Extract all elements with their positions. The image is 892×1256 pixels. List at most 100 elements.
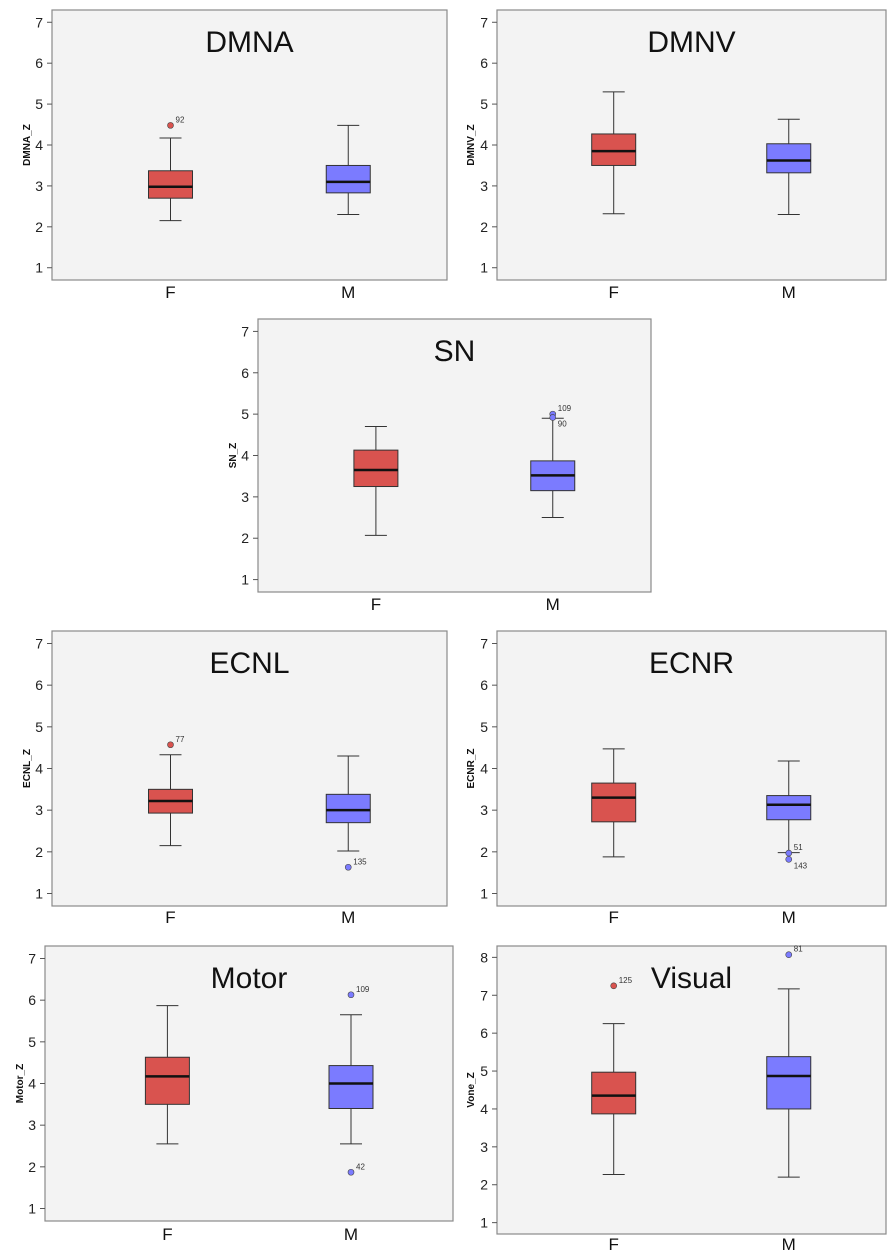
y-axis-label: ECNL_Z	[22, 749, 33, 788]
y-tick-label: 5	[241, 406, 249, 422]
y-tick-label: 1	[480, 886, 488, 902]
outlier-point	[167, 741, 174, 749]
chart-title: DMNA	[205, 26, 293, 59]
outlier-label: 77	[176, 735, 185, 744]
y-tick-label: 6	[28, 992, 36, 1008]
y-tick-label: 2	[35, 219, 43, 235]
outlier-label: 109	[558, 404, 572, 413]
iqr-box	[325, 164, 371, 194]
iqr-box	[591, 782, 637, 823]
y-tick-label: 7	[35, 636, 43, 652]
y-tick-label: 5	[35, 96, 43, 112]
y-tick-label: 4	[241, 448, 249, 464]
box-f	[353, 426, 399, 536]
y-tick-label: 6	[35, 55, 43, 71]
y-tick-label: 1	[480, 1215, 488, 1231]
chart-title: DMNV	[647, 26, 735, 59]
outlier-point	[347, 1168, 355, 1176]
y-tick-label: 5	[480, 719, 488, 735]
box-f	[591, 91, 637, 215]
chart-panel-ecnr: 1 2 3 4 5 6 7 ECNR_Z ECNR F 51 143 M	[466, 630, 887, 927]
chart-title: SN	[434, 335, 476, 368]
y-tick-label: 2	[28, 1159, 36, 1175]
y-axis-label: DMNV_Z	[466, 124, 477, 165]
chart-title: Visual	[651, 962, 732, 995]
box-f: 125	[591, 976, 637, 1176]
y-tick-label: 1	[28, 1201, 36, 1217]
box-m: 135	[325, 755, 371, 871]
x-category-label: F	[609, 1235, 619, 1254]
y-axis-label: Vone_Z	[466, 1072, 477, 1107]
x-category-label: M	[782, 1235, 796, 1254]
plot-area	[44, 945, 454, 1222]
y-tick-label: 4	[35, 761, 43, 777]
outlier-label: 125	[619, 976, 633, 985]
chart-title: ECNL	[209, 647, 289, 680]
y-tick-label: 5	[35, 719, 43, 735]
plot-area	[257, 318, 652, 593]
chart-panel-visual: 1 2 3 4 5 6 7 8 Vone_Z Visual 125 F 81 M	[466, 945, 887, 1254]
y-tick-label: 4	[35, 137, 43, 153]
iqr-box	[766, 143, 812, 174]
y-tick-label: 7	[28, 951, 36, 967]
outlier-point	[785, 856, 793, 863]
box-m	[766, 118, 812, 216]
x-category-label: F	[609, 908, 619, 927]
x-category-label: F	[162, 1225, 172, 1244]
y-tick-label: 1	[35, 260, 43, 276]
y-tick-label: 1	[480, 260, 488, 276]
chart-panel-ecnl: 1 2 3 4 5 6 7 ECNL_Z ECNL 77 F 135 M	[22, 630, 448, 927]
y-tick-label: 3	[480, 1139, 488, 1155]
box-m: 109 90	[530, 404, 576, 519]
y-tick-label: 4	[480, 761, 488, 777]
outlier-label: 51	[794, 843, 803, 852]
outlier-point	[347, 991, 355, 999]
y-tick-label: 5	[480, 1063, 488, 1079]
y-tick-label: 3	[35, 178, 43, 194]
outlier-point	[549, 414, 557, 421]
x-category-label: M	[341, 908, 355, 927]
outlier-label: 135	[353, 857, 367, 866]
box-m	[325, 124, 371, 216]
x-category-label: F	[609, 283, 619, 302]
y-tick-label: 7	[241, 323, 249, 339]
y-tick-label: 6	[241, 365, 249, 381]
y-tick-label: 5	[480, 96, 488, 112]
plot-area	[496, 9, 887, 281]
x-category-label: M	[782, 908, 796, 927]
y-tick-label: 2	[241, 530, 249, 546]
y-tick-label: 4	[480, 1101, 488, 1117]
y-tick-label: 1	[241, 572, 249, 588]
outlier-point	[344, 863, 352, 871]
y-tick-label: 3	[480, 178, 488, 194]
iqr-box	[144, 1056, 190, 1105]
iqr-box	[148, 170, 193, 199]
plot-area	[496, 945, 887, 1235]
y-tick-label: 7	[480, 14, 488, 30]
y-tick-label: 2	[480, 844, 488, 860]
y-tick-label: 2	[480, 1177, 488, 1193]
plot-area	[51, 9, 448, 281]
x-category-label: M	[341, 283, 355, 302]
outlier-label: 109	[356, 985, 370, 994]
outlier-point	[785, 951, 793, 959]
x-category-label: F	[165, 283, 175, 302]
y-tick-label: 7	[480, 636, 488, 652]
outlier-label: 143	[794, 861, 808, 870]
x-category-label: F	[165, 908, 175, 927]
y-tick-label: 3	[28, 1117, 36, 1133]
chart-panel-dmna: 1 2 3 4 5 6 7 DMNA_Z DMNA 92 F M	[22, 9, 448, 302]
iqr-box	[328, 1065, 374, 1110]
x-category-label: F	[371, 595, 381, 614]
outlier-point	[167, 122, 174, 129]
box-f: 77	[148, 735, 193, 847]
y-tick-label: 6	[480, 677, 488, 693]
y-tick-label: 3	[241, 489, 249, 505]
box-f	[591, 748, 637, 858]
y-tick-label: 4	[480, 137, 488, 153]
chart-panel-sn: 1 2 3 4 5 6 7 SN_Z SN F 109 90 M	[228, 318, 652, 614]
y-axis-label: ECNR_Z	[466, 748, 477, 788]
outlier-label: 90	[558, 419, 567, 428]
iqr-box	[766, 1056, 812, 1110]
box-f	[144, 1005, 190, 1145]
